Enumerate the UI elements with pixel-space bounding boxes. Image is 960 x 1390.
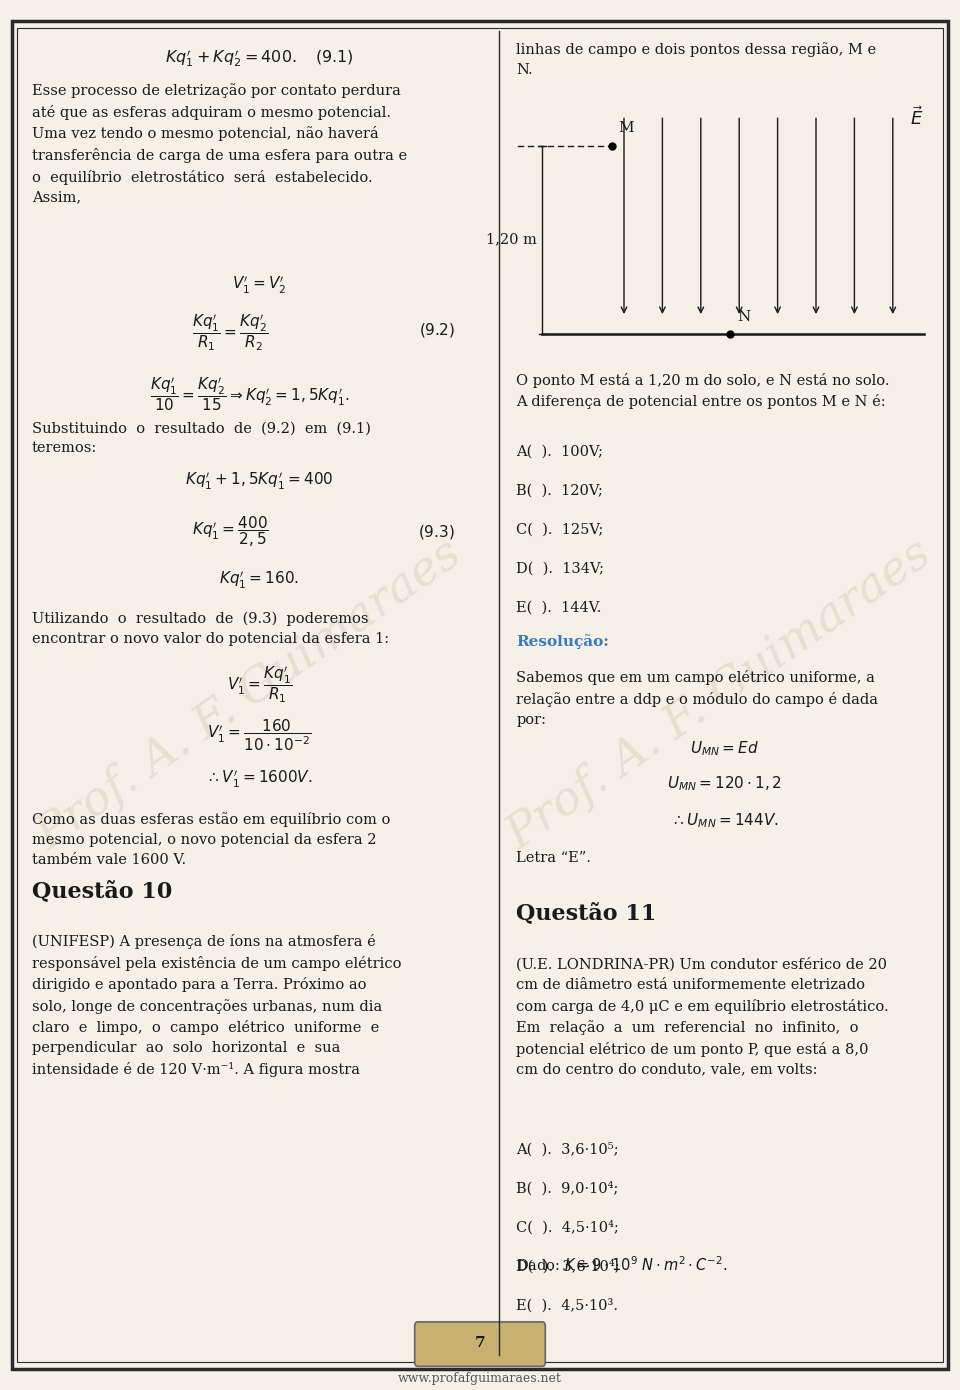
Text: 7: 7: [474, 1336, 486, 1350]
Text: $Kq_1' + 1,5Kq_1' = 400$: $Kq_1' + 1,5Kq_1' = 400$: [185, 471, 333, 492]
Text: D(  ).  3,6·10⁴;: D( ). 3,6·10⁴;: [516, 1259, 620, 1273]
Text: $V_1' = \dfrac{Kq_1'}{R_1}$: $V_1' = \dfrac{Kq_1'}{R_1}$: [227, 664, 292, 705]
Text: N: N: [737, 310, 751, 324]
Text: $V_1' = V_2'$: $V_1' = V_2'$: [232, 275, 286, 296]
Text: linhas de campo e dois pontos dessa região, M e
N.: linhas de campo e dois pontos dessa regi…: [516, 42, 876, 76]
Text: Esse processo de eletrização por contato perdura
até que as esferas adquiram o m: Esse processo de eletrização por contato…: [32, 83, 407, 204]
Text: B(  ).  120V;: B( ). 120V;: [516, 484, 603, 498]
Text: $Kq_1' + Kq_2' = 400.\quad(9.1)$: $Kq_1' + Kq_2' = 400.\quad(9.1)$: [165, 47, 353, 70]
Text: $\dfrac{Kq_1'}{10} = \dfrac{Kq_2'}{15} \Rightarrow Kq_2' = 1,5Kq_1'.$: $\dfrac{Kq_1'}{10} = \dfrac{Kq_2'}{15} \…: [150, 375, 349, 413]
Text: Resolução:: Resolução:: [516, 634, 610, 649]
Text: (U.E. LONDRINA-PR) Um condutor esférico de 20
cm de diâmetro está uniformemente : (U.E. LONDRINA-PR) Um condutor esférico …: [516, 958, 889, 1077]
Text: $(9.3)$: $(9.3)$: [419, 523, 455, 541]
FancyBboxPatch shape: [12, 21, 948, 1369]
Text: A(  ).  100V;: A( ). 100V;: [516, 445, 604, 459]
Text: www.profafguimaraes.net: www.profafguimaraes.net: [398, 1372, 562, 1384]
Text: $\therefore V_1' = 1600V.$: $\therefore V_1' = 1600V.$: [206, 769, 312, 790]
Text: $U_{MN} = Ed$: $U_{MN} = Ed$: [690, 739, 759, 758]
Text: $\vec{E}$: $\vec{E}$: [910, 107, 924, 129]
Text: $Kq_1' = \dfrac{400}{2,5}$: $Kq_1' = \dfrac{400}{2,5}$: [192, 514, 269, 549]
Text: Questão 11: Questão 11: [516, 902, 657, 924]
FancyBboxPatch shape: [415, 1322, 545, 1366]
Text: B(  ).  9,0·10⁴;: B( ). 9,0·10⁴;: [516, 1182, 619, 1195]
Text: Utilizando  o  resultado  de  (9.3)  poderemos
encontrar o novo valor do potenci: Utilizando o resultado de (9.3) poderemo…: [32, 612, 389, 646]
Text: Questão 10: Questão 10: [32, 880, 172, 902]
Text: A(  ).  3,6·10⁵;: A( ). 3,6·10⁵;: [516, 1143, 619, 1156]
Text: E(  ).  4,5·10³.: E( ). 4,5·10³.: [516, 1298, 618, 1312]
Text: Prof. A. F. Guimaraes: Prof. A. F. Guimaraes: [29, 531, 470, 859]
Text: $(9.2)$: $(9.2)$: [419, 321, 455, 339]
Text: $U_{MN} = 120 \cdot 1,2$: $U_{MN} = 120 \cdot 1,2$: [667, 774, 782, 792]
Text: Letra “E”.: Letra “E”.: [516, 851, 591, 865]
Text: D(  ).  134V;: D( ). 134V;: [516, 562, 605, 575]
Text: Prof. A. F. Guimaraes: Prof. A. F. Guimaraes: [499, 531, 941, 859]
Text: Dado: $K = 9 \cdot 10^9 \ N \cdot m^2 \cdot C^{-2}.$: Dado: $K = 9 \cdot 10^9 \ N \cdot m^2 \c…: [516, 1255, 728, 1273]
Text: O ponto M está a 1,20 m do solo, e N está no solo.
A diferença de potencial entr: O ponto M está a 1,20 m do solo, e N est…: [516, 373, 890, 409]
Text: $Kq_1' = 160.$: $Kq_1' = 160.$: [219, 570, 300, 591]
Text: 1,20 m: 1,20 m: [486, 232, 537, 247]
Text: $\dfrac{Kq_1'}{R_1} = \dfrac{Kq_2'}{R_2}$: $\dfrac{Kq_1'}{R_1} = \dfrac{Kq_2'}{R_2}…: [192, 313, 269, 353]
Text: $V_1' = \dfrac{160}{10 \cdot 10^{-2}}$: $V_1' = \dfrac{160}{10 \cdot 10^{-2}}$: [207, 717, 311, 753]
Text: $\therefore U_{MN} = 144V.$: $\therefore U_{MN} = 144V.$: [671, 812, 779, 830]
Text: E(  ).  144V.: E( ). 144V.: [516, 600, 602, 614]
Text: M: M: [618, 121, 634, 135]
Text: C(  ).  4,5·10⁴;: C( ). 4,5·10⁴;: [516, 1220, 619, 1234]
Text: C(  ).  125V;: C( ). 125V;: [516, 523, 604, 537]
Text: Substituindo  o  resultado  de  (9.2)  em  (9.1)
teremos:: Substituindo o resultado de (9.2) em (9.…: [32, 421, 371, 455]
Text: Como as duas esferas estão em equilíbrio com o
mesmo potencial, o novo potencial: Como as duas esferas estão em equilíbrio…: [32, 812, 390, 867]
Text: Sabemos que em um campo elétrico uniforme, a
relação entre a ddp e o módulo do c: Sabemos que em um campo elétrico uniform…: [516, 670, 878, 727]
Text: (UNIFESP) A presença de íons na atmosfera é
responsável pela existência de um ca: (UNIFESP) A presença de íons na atmosfer…: [32, 934, 401, 1077]
